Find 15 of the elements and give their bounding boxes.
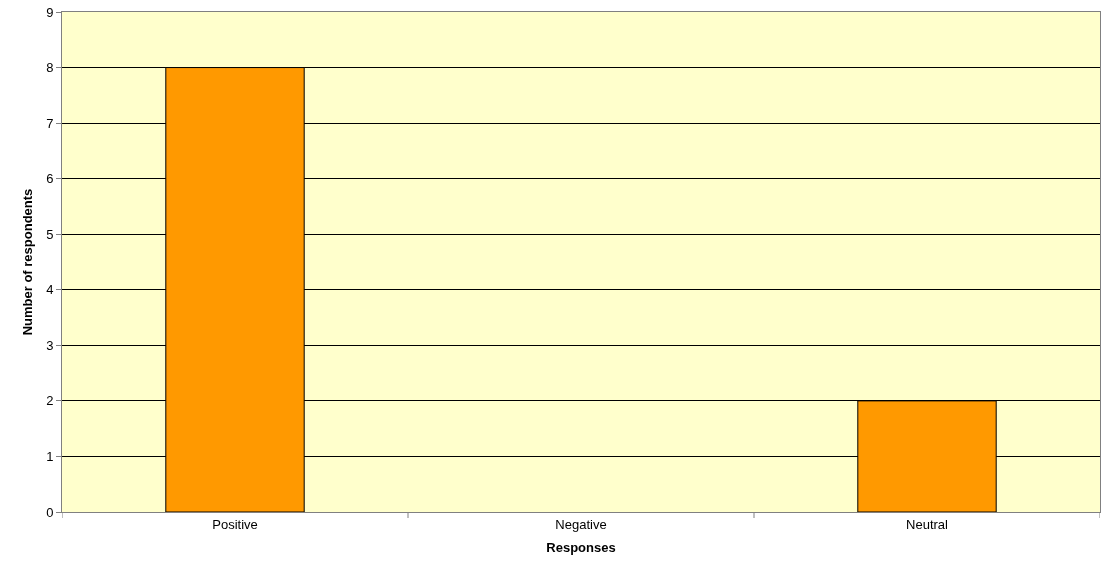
y-tick-label: 4 [46,282,54,298]
y-tick-label: 5 [46,226,54,242]
y-tick-label: 2 [46,393,54,409]
y-tick-label: 0 [46,504,54,520]
y-tick-label: 9 [46,4,54,20]
x-tick-label: Positive [212,516,258,532]
y-tick-label: 1 [46,448,54,464]
x-tick-label: Negative [555,516,607,532]
y-axis-title: Number of respondents [20,188,36,336]
y-tick-label: 8 [46,60,54,76]
y-tick-label: 7 [46,115,54,131]
y-tick-label: 6 [46,171,54,187]
x-tick-label: Neutral [906,516,949,532]
y-tick-label: 3 [46,337,54,353]
x-axis-title: Responses [546,540,616,556]
